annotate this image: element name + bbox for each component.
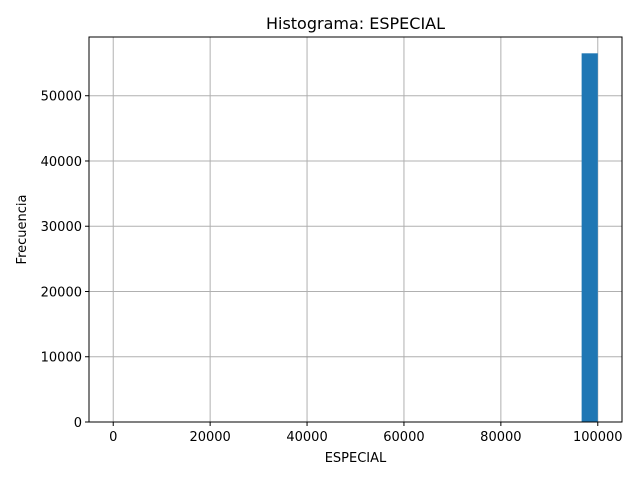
y-tick-label: 50000 [41,90,82,105]
x-tick-label: 60000 [383,430,424,445]
y-tick-label: 0 [74,416,82,431]
y-tick-label: 40000 [41,155,82,170]
chart-title: Histograma: ESPECIAL [266,14,445,33]
x-tick-label: 0 [109,430,117,445]
plot-area-frame [88,36,623,423]
x-tick-label: 40000 [286,430,327,445]
y-axis-title: Frecuencia [15,195,30,265]
y-tick-label: 30000 [41,220,82,235]
x-tick-label: 20000 [189,430,230,445]
histogram-bars [581,53,598,422]
x-tick-label: 100000 [573,430,623,445]
axis-ticks: 0 20000 40000 60000 80000 100000 0 10000 20000 30… [41,90,623,445]
x-tick-label: 80000 [480,430,521,445]
y-tick-label: 20000 [41,285,82,300]
histogram-bar [581,53,598,422]
y-tick-label: 10000 [41,351,82,366]
x-axis-title: ESPECIAL [325,451,387,466]
